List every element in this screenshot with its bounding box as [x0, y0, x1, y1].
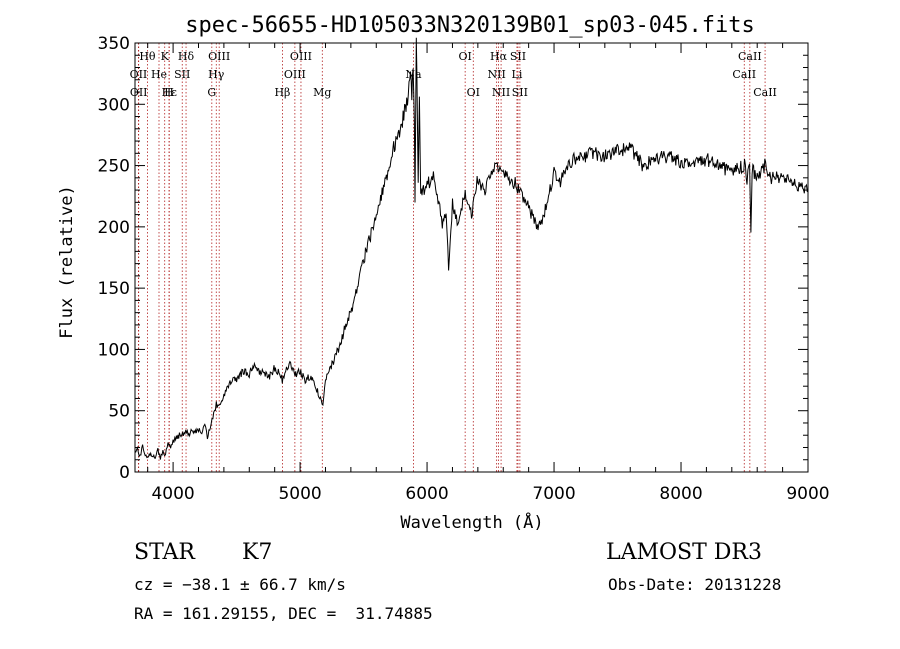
- y-tick-label-0: 0: [119, 463, 130, 483]
- redshift-info: cz = −38.1 ± 66.7 km/s: [134, 575, 346, 594]
- line-label-22: Hβ: [274, 86, 290, 99]
- line-label-27: CaII: [753, 86, 777, 99]
- line-label-25: NII: [492, 86, 510, 99]
- y-tick-label-7: 350: [98, 34, 130, 54]
- line-label-21: G: [207, 86, 216, 99]
- object-type: STAR: [134, 540, 195, 565]
- x-tick-label-4: 8000: [659, 484, 702, 504]
- line-label-19: Hε: [162, 86, 178, 99]
- y-tick-label-4: 200: [98, 218, 130, 238]
- spectrum-line: [134, 37, 809, 460]
- coordinates: RA = 161.29155, DEC = 31.74885: [134, 604, 433, 623]
- line-label-16: Li: [512, 68, 523, 81]
- line-label-6: Hα: [490, 50, 508, 63]
- x-axis-label: Wavelength (Å): [400, 511, 543, 533]
- line-label-3: OIII: [208, 50, 230, 63]
- y-axis: 0 50 100 150 200 250 300 350: [98, 34, 808, 483]
- x-tick-label-5: 9000: [786, 484, 829, 504]
- y-tick-label-5: 250: [98, 157, 130, 177]
- x-axis: 4000 5000 6000 7000 8000 9000: [147, 43, 830, 504]
- x-tick-label-0: 4000: [151, 484, 194, 504]
- x-tick-label-3: 7000: [532, 484, 575, 504]
- line-label-15: NII: [487, 68, 505, 81]
- line-label-26: SII: [512, 86, 528, 99]
- line-label-2: Hδ: [178, 50, 195, 63]
- line-label-12: Hγ: [208, 68, 225, 81]
- line-label-10: He: [151, 68, 167, 81]
- line-label-7: SII: [510, 50, 526, 63]
- line-label-1: K: [161, 50, 170, 63]
- line-label-9: OII: [130, 68, 148, 81]
- line-label-20: H: [164, 86, 174, 99]
- y-tick-label-3: 150: [98, 279, 130, 299]
- line-label-24: OI: [467, 86, 480, 99]
- y-tick-label-2: 100: [98, 340, 130, 360]
- spectral-line-markers: [138, 43, 766, 472]
- object-subclass: K7: [242, 540, 273, 565]
- survey-name: LAMOST DR3: [606, 540, 762, 565]
- line-label-8: CaII: [738, 50, 762, 63]
- observation-date: Obs-Date: 20131228: [608, 575, 782, 594]
- line-label-13: OIII: [284, 68, 306, 81]
- line-label-4: OIII: [290, 50, 312, 63]
- x-tick-label-2: 6000: [405, 484, 448, 504]
- plot-frame: [134, 42, 809, 473]
- chart-title: spec-56655-HD105033N320139B01_sp03-045.f…: [185, 13, 755, 38]
- y-tick-label-1: 50: [108, 402, 130, 422]
- line-label-0: Hθ: [139, 50, 156, 63]
- y-tick-label-6: 300: [98, 95, 130, 115]
- y-axis-label: Flux (relative): [57, 185, 77, 339]
- line-label-5: OI: [458, 50, 471, 63]
- x-tick-label-1: 5000: [278, 484, 321, 504]
- line-label-23: Mg: [313, 86, 331, 99]
- line-label-17: CaII: [732, 68, 756, 81]
- line-label-11: SII: [174, 68, 190, 81]
